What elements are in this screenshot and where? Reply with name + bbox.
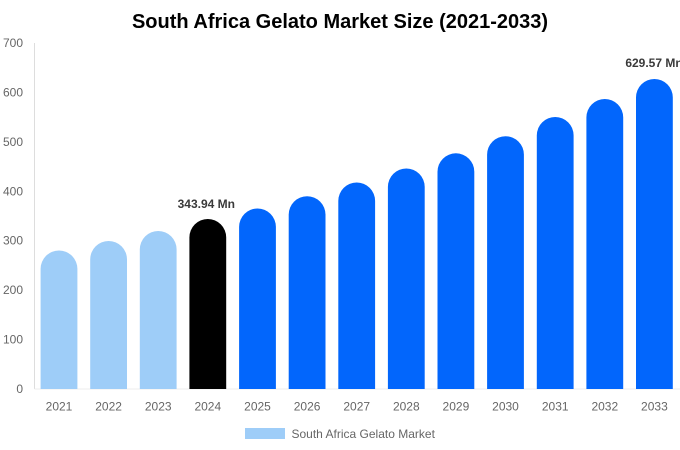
svg-text:South Africa Gelato Market: South Africa Gelato Market <box>292 427 436 441</box>
svg-text:300: 300 <box>3 234 23 248</box>
svg-text:2026: 2026 <box>294 400 321 414</box>
svg-text:600: 600 <box>3 85 23 99</box>
svg-text:2031: 2031 <box>542 400 569 414</box>
svg-text:2029: 2029 <box>443 400 470 414</box>
svg-text:100: 100 <box>3 333 23 347</box>
svg-text:500: 500 <box>3 135 23 149</box>
svg-text:0: 0 <box>16 382 23 396</box>
svg-text:2030: 2030 <box>492 400 519 414</box>
svg-text:2021: 2021 <box>46 400 73 414</box>
svg-text:200: 200 <box>3 283 23 297</box>
svg-text:629.57 Mn: 629.57 Mn <box>625 56 680 70</box>
svg-text:2033: 2033 <box>641 400 668 414</box>
svg-text:2024: 2024 <box>194 400 221 414</box>
svg-text:2025: 2025 <box>244 400 271 414</box>
svg-text:2032: 2032 <box>591 400 618 414</box>
svg-text:South Africa Gelato Market Siz: South Africa Gelato Market Size (2021-20… <box>132 11 548 33</box>
svg-text:343.94 Mn: 343.94 Mn <box>178 197 235 211</box>
svg-text:2023: 2023 <box>145 400 172 414</box>
svg-text:2022: 2022 <box>95 400 122 414</box>
svg-text:400: 400 <box>3 184 23 198</box>
svg-text:2027: 2027 <box>343 400 370 414</box>
svg-text:700: 700 <box>3 36 23 50</box>
svg-text:2028: 2028 <box>393 400 420 414</box>
